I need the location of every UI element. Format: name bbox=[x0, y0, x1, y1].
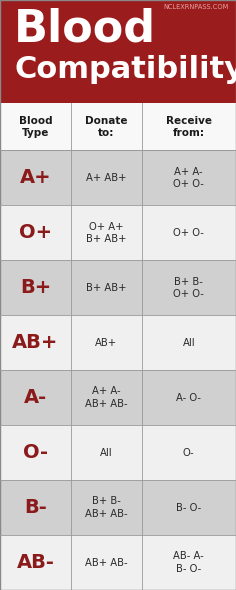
Bar bbox=[0, 425, 236, 480]
Text: O+ O-: O+ O- bbox=[173, 228, 204, 238]
Bar bbox=[0, 535, 236, 590]
Text: NCLEXRNPASS.COM: NCLEXRNPASS.COM bbox=[164, 4, 229, 10]
Text: AB+: AB+ bbox=[12, 333, 59, 352]
Text: AB+ AB-: AB+ AB- bbox=[85, 558, 127, 568]
Text: AB-: AB- bbox=[17, 553, 54, 572]
Bar bbox=[0, 371, 236, 425]
Text: A+: A+ bbox=[20, 168, 51, 188]
Text: A+ AB+: A+ AB+ bbox=[86, 173, 126, 183]
Text: B+ AB+: B+ AB+ bbox=[86, 283, 126, 293]
Text: Compatibility: Compatibility bbox=[14, 55, 236, 84]
Text: A+ A-
O+ O-: A+ A- O+ O- bbox=[173, 167, 204, 189]
Text: B+ B-
AB+ AB-: B+ B- AB+ AB- bbox=[85, 496, 127, 519]
Text: Donate
to:: Donate to: bbox=[85, 116, 127, 137]
Text: Receive
from:: Receive from: bbox=[166, 116, 212, 137]
Bar bbox=[0, 260, 236, 315]
Text: O-: O- bbox=[183, 448, 195, 458]
Text: A-: A- bbox=[24, 388, 47, 407]
Text: AB- A-
B- O-: AB- A- B- O- bbox=[173, 551, 204, 573]
Bar bbox=[0, 150, 236, 205]
Text: B- O-: B- O- bbox=[176, 503, 201, 513]
Text: All: All bbox=[182, 337, 195, 348]
Text: B+ B-
O+ O-: B+ B- O+ O- bbox=[173, 277, 204, 299]
Bar bbox=[0, 205, 236, 260]
Bar bbox=[0, 0, 236, 103]
Bar bbox=[0, 315, 236, 371]
Text: O+: O+ bbox=[19, 224, 52, 242]
Text: AB+: AB+ bbox=[95, 337, 117, 348]
Text: Blood
Type: Blood Type bbox=[19, 116, 52, 137]
Text: O+ A+
B+ AB+: O+ A+ B+ AB+ bbox=[86, 222, 126, 244]
Text: A- O-: A- O- bbox=[176, 393, 201, 403]
Text: B+: B+ bbox=[20, 278, 51, 297]
Text: O-: O- bbox=[23, 443, 48, 462]
Text: All: All bbox=[100, 448, 113, 458]
Bar bbox=[0, 480, 236, 535]
Text: A+ A-
AB+ AB-: A+ A- AB+ AB- bbox=[85, 386, 127, 409]
Bar bbox=[0, 103, 236, 150]
Text: Blood: Blood bbox=[14, 8, 156, 51]
Text: B-: B- bbox=[24, 498, 47, 517]
